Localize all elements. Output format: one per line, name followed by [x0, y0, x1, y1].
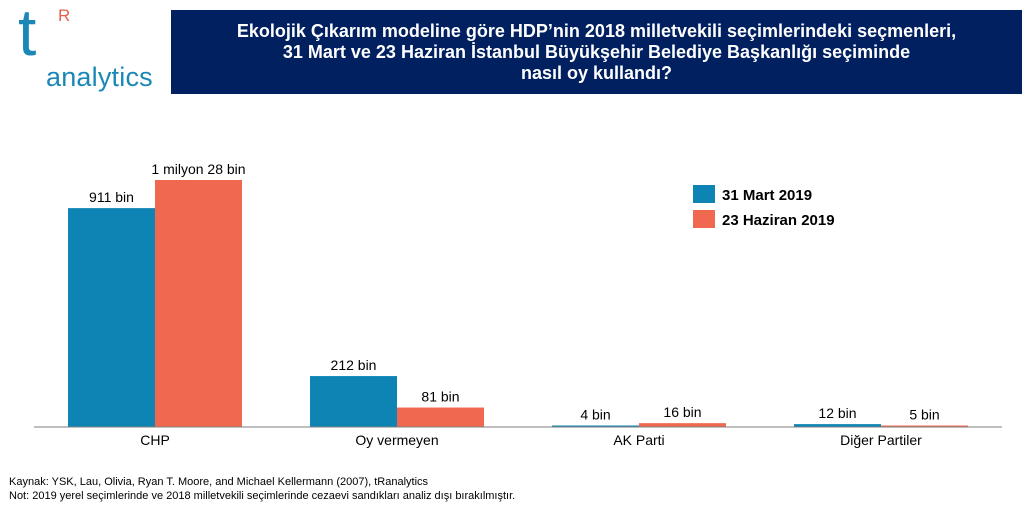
- category-label-0: CHP: [140, 432, 170, 448]
- legend-swatch-1: [693, 210, 715, 228]
- legend-swatch-0: [693, 185, 715, 203]
- chart-title-line-3: nasıl oy kullandı?: [520, 62, 673, 83]
- data-label-mart-3: 12 bin: [818, 405, 856, 421]
- legend-label-1: 23 Haziran 2019: [722, 212, 835, 229]
- category-label-3: Diğer Partiler: [840, 432, 922, 448]
- footnote: Not: 2019 yerel seçimlerinde ve 2018 mil…: [9, 490, 516, 502]
- data-label-haziran-2: 16 bin: [663, 404, 701, 420]
- logo-superscript: R: [58, 6, 71, 25]
- category-label-2: AK Parti: [613, 432, 664, 448]
- tranalytics-logo: t R analytics: [12, 0, 162, 94]
- logo-letter: t: [18, 0, 37, 69]
- chart-title-line-2: 31 Mart ve 23 Haziran İstanbul Büyükşehi…: [282, 41, 911, 62]
- data-label-mart-0: 911 bin: [89, 189, 134, 205]
- data-label-haziran-1: 81 bin: [421, 389, 459, 405]
- bar-haziran-3: [881, 425, 968, 427]
- data-label-haziran-0: 1 milyon 28 bin: [151, 161, 245, 177]
- bar-haziran-1: [397, 407, 484, 427]
- category-label-1: Oy vermeyen: [355, 432, 438, 448]
- bar-mart-3: [794, 424, 881, 427]
- title-banner: Ekolojik Çıkarım modeline göre HDP’nin 2…: [171, 10, 1022, 94]
- chart-title-line-1: Ekolojik Çıkarım modeline göre HDP’nin 2…: [236, 20, 957, 41]
- bar-haziran-2: [639, 423, 726, 427]
- data-label-haziran-3: 5 bin: [909, 407, 939, 423]
- data-label-mart-1: 212 bin: [331, 357, 377, 373]
- bar-mart-2: [552, 425, 639, 427]
- source-note: Kaynak: YSK, Lau, Olivia, Ryan T. Moore,…: [9, 476, 429, 488]
- logo-word: analytics: [46, 62, 153, 92]
- bar-mart-0: [68, 208, 155, 427]
- bar-haziran-0: [155, 180, 242, 427]
- data-label-mart-2: 4 bin: [580, 407, 610, 423]
- bar-mart-1: [310, 376, 397, 427]
- legend-label-0: 31 Mart 2019: [722, 187, 812, 204]
